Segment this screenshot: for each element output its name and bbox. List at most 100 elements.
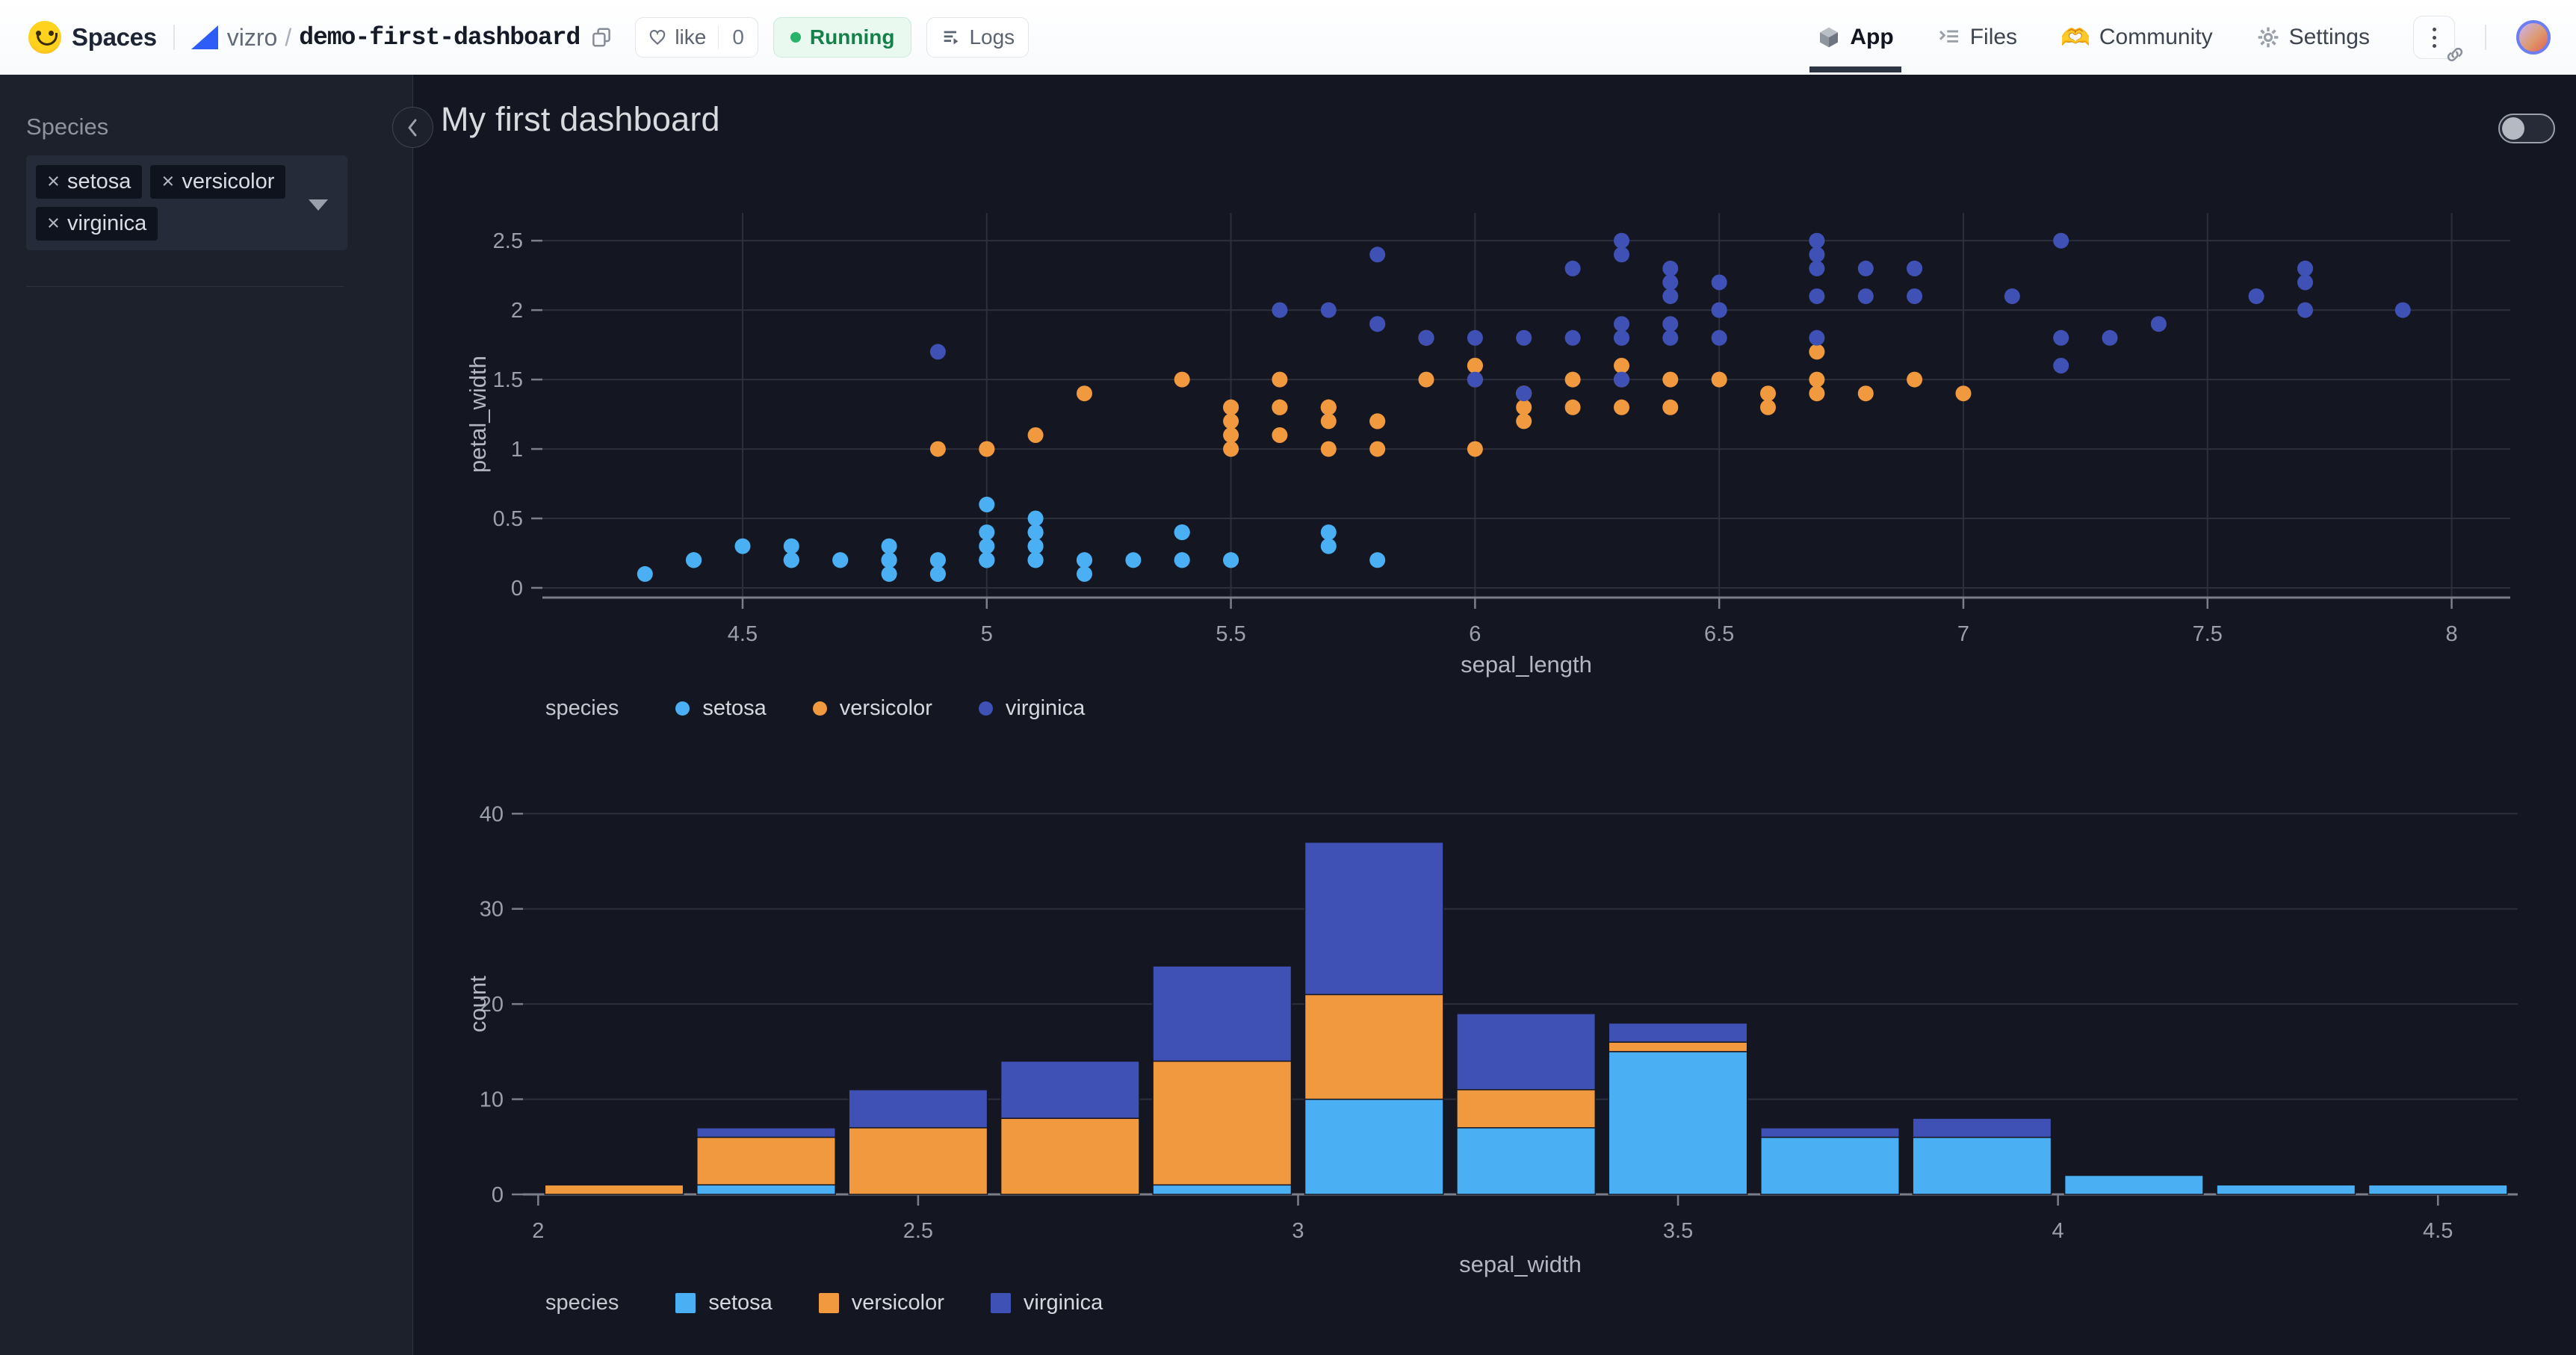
svg-text:sepal_width: sepal_width [1459,1251,1582,1277]
chip-virginica[interactable]: × virginica [36,207,158,241]
hf-header: Spaces vizro / demo-first-dashboard like… [0,0,2576,75]
svg-text:40: 40 [480,802,504,826]
svg-text:6.5: 6.5 [1704,622,1734,646]
svg-text:20: 20 [480,993,504,1017]
versicolor-marker-icon [812,701,827,716]
svg-text:8: 8 [2445,622,2457,646]
logs-label: Logs [969,25,1015,49]
remove-chip-icon[interactable]: × [47,211,60,235]
setosa-swatch-icon [675,1293,696,1313]
svg-text:4: 4 [2052,1219,2064,1243]
spaces-brand[interactable]: Spaces [72,23,157,51]
axis-titles: sepal_width count [465,976,1582,1277]
breadcrumb-separator: / [285,23,292,51]
tab-app[interactable]: App [1809,25,1902,72]
species-multiselect[interactable]: × setosa × versicolor × virginica [26,155,347,250]
vizro-org-logo-icon[interactable] [191,25,218,49]
dashboard-main: My first dashboard 4.5 5 5.5 6 6.5 7 7.5 8 0 0.5 1… [392,75,2576,1355]
legend-item-versicolor[interactable]: versicolor [812,696,932,721]
legend-item-virginica[interactable]: virginica [978,696,1085,721]
logs-button[interactable]: Logs [926,17,1030,58]
like-label: like [675,25,707,49]
legend-item-setosa[interactable]: setosa [675,696,767,721]
svg-text:2: 2 [532,1219,544,1243]
repo-link[interactable]: demo-first-dashboard [299,23,580,52]
chip-label: virginica [66,211,147,235]
svg-text:0: 0 [511,577,523,601]
svg-text:0.5: 0.5 [493,507,523,531]
svg-text:petal_width: petal_width [465,356,491,473]
page-title: My first dashboard [441,100,720,138]
legend-item-versicolor[interactable]: versicolor [818,1291,944,1315]
tab-settings[interactable]: Settings [2256,25,2370,50]
legend-item-virginica[interactable]: virginica [990,1291,1103,1315]
header-left: Spaces vizro / demo-first-dashboard like… [28,17,1030,58]
axes [531,239,2510,609]
status-badge[interactable]: Running [773,17,912,58]
scatter-legend: species setosa versicolor virginica [545,696,1085,721]
nav-divider [2485,25,2486,50]
virginica-marker-icon [978,701,993,716]
points-versicolor [929,329,1972,457]
histogram-plot[interactable]: 2 2.5 3 3.5 4 4.5 0 10 20 30 40 sepal_width count [441,769,2533,1292]
svg-text:1: 1 [511,438,523,462]
tab-settings-label: Settings [2288,25,2370,49]
setosa-marker-icon [675,701,690,716]
svg-text:3: 3 [1292,1219,1304,1243]
running-dot-icon [790,32,801,43]
tick-labels: 2 2.5 3 3.5 4 4.5 0 10 20 30 40 [480,802,2453,1243]
org-link[interactable]: vizro [226,23,278,51]
header-nav: App Files 🫶 Community [1809,16,2551,72]
app-cube-icon [1820,27,1839,48]
theme-toggle[interactable] [2498,114,2555,143]
chip-versicolor[interactable]: × versicolor [150,165,286,199]
svg-text:0: 0 [492,1183,504,1207]
logs-icon [944,31,959,45]
sidebar-collapse-button[interactable] [392,107,433,148]
remove-chip-icon[interactable]: × [47,170,60,193]
chip-label: setosa [66,170,131,193]
svg-text:4.5: 4.5 [728,622,758,646]
filter-label: Species [26,114,109,140]
like-button[interactable]: like 0 [635,17,758,58]
tab-app-label: App [1850,25,1894,49]
chevron-left-icon [408,119,416,136]
svg-text:sepal_length: sepal_length [1461,651,1592,678]
tick-labels: 4.5 5 5.5 6 6.5 7 7.5 8 0 0.5 1 1.5 2 2.5 [493,229,2458,646]
legend-title: species [545,1291,619,1315]
tab-community-label: Community [2099,25,2213,49]
tab-community[interactable]: 🫶 Community [2061,25,2213,50]
tab-files-label: Files [1969,25,2018,49]
tab-files[interactable]: Files [1937,25,2017,50]
svg-text:4.5: 4.5 [2423,1219,2453,1243]
svg-text:2.5: 2.5 [903,1219,933,1243]
gear-icon [2258,27,2278,48]
like-count[interactable]: 0 [718,25,758,49]
legend-item-setosa[interactable]: setosa [675,1291,773,1315]
chip-label: versicolor [182,170,275,193]
chevron-down-icon[interactable] [309,199,328,211]
svg-text:1.5: 1.5 [493,368,523,392]
points-setosa [637,496,1386,582]
huggingface-logo-icon[interactable] [28,21,61,54]
remove-chip-icon[interactable]: × [161,170,175,193]
svg-text:6: 6 [1469,622,1481,646]
svg-text:5: 5 [981,622,993,646]
files-tree-icon [1939,30,1958,43]
heart-icon [650,30,666,46]
user-avatar[interactable] [2516,20,2551,55]
sidebar-divider [26,286,344,287]
more-menu-button[interactable] [2413,16,2463,62]
points-virginica [929,232,2411,402]
svg-text:2: 2 [511,299,523,323]
chip-setosa[interactable]: × setosa [36,165,143,199]
svg-text:7: 7 [1957,622,1969,646]
histogram-legend: species setosa versicolor virginica [545,1291,1103,1315]
legend-title: species [545,696,619,720]
link-icon [2447,47,2463,62]
header-divider [173,25,175,50]
svg-text:2.5: 2.5 [493,229,523,253]
axis-titles: sepal_length petal_width [465,356,1592,678]
copy-repo-button[interactable] [590,26,613,49]
scatter-plot[interactable]: 4.5 5 5.5 6 6.5 7 7.5 8 0 0.5 1 1.5 2 2.5 sepal_length… [441,202,2533,687]
